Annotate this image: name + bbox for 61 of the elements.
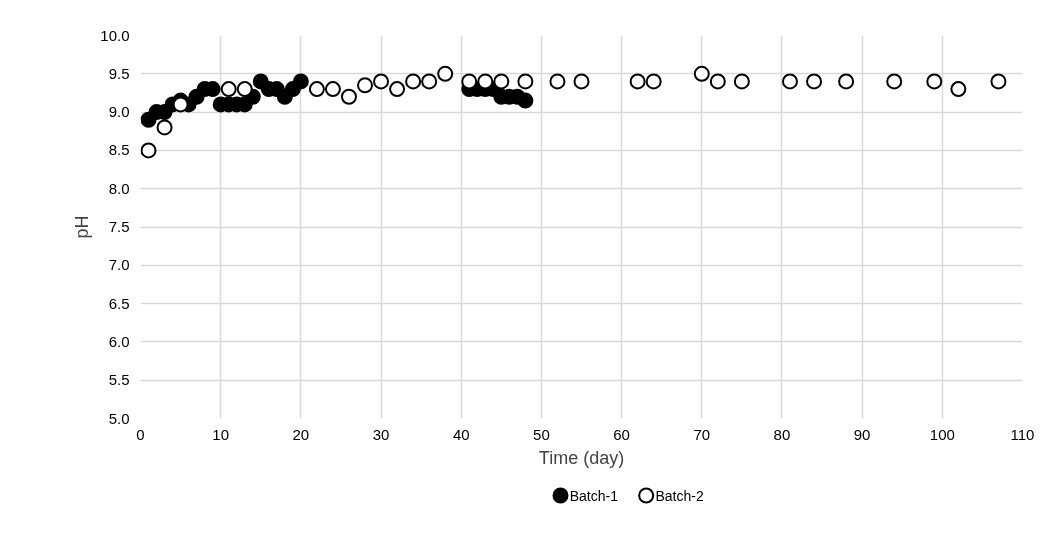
point [389, 81, 406, 98]
point [709, 73, 726, 90]
y-tick-label: 7.0 [108, 256, 130, 274]
x-tick-label: 30 [372, 425, 390, 443]
point [645, 73, 662, 90]
point [781, 73, 798, 90]
y-tick-label: 5.0 [108, 409, 130, 427]
point [733, 73, 750, 90]
point [405, 73, 422, 90]
point [220, 81, 237, 98]
y-tick-label: 6.5 [108, 294, 130, 312]
point [990, 73, 1007, 90]
point [156, 119, 173, 136]
point [236, 81, 253, 98]
x-tick-label: 40 [452, 425, 470, 443]
point [421, 73, 438, 90]
point [308, 81, 325, 98]
point [806, 73, 823, 90]
point [461, 73, 478, 90]
x-axis-title: Time (day) [538, 447, 625, 468]
point [292, 73, 309, 90]
point [493, 73, 510, 90]
x-tick-label: 80 [773, 425, 791, 443]
point [517, 73, 534, 90]
point [629, 73, 646, 90]
point [357, 77, 374, 94]
y-tick-label: 8.5 [108, 141, 130, 159]
y-tick-label: 10.0 [100, 26, 130, 44]
x-tick-label: 20 [292, 425, 310, 443]
point [838, 73, 855, 90]
y-tick-label: 7.5 [108, 218, 130, 235]
y-tick-label: 9.0 [108, 103, 130, 121]
legend-label: Batch-2 [655, 487, 704, 504]
y-tick-label: 9.5 [108, 64, 130, 82]
point [324, 81, 341, 98]
y-tick-label: 6.0 [108, 332, 130, 350]
y-tick-label: 8.0 [108, 179, 130, 197]
x-tick-label: 110 [1010, 425, 1035, 443]
y-axis-title: pH [72, 215, 93, 239]
legend-label: Batch-1 [569, 487, 619, 504]
point [926, 73, 943, 90]
point [517, 92, 534, 109]
x-tick-label: 10 [212, 425, 230, 443]
point [950, 81, 967, 98]
y-tick-label: 5.5 [108, 371, 130, 389]
x-tick-label: 100 [929, 425, 955, 443]
point [693, 65, 710, 82]
x-tick-label: 0 [136, 425, 145, 443]
point [373, 73, 390, 90]
point [437, 65, 454, 82]
point [172, 96, 189, 113]
x-tick-label: 50 [533, 425, 550, 443]
x-tick-label: 70 [693, 425, 711, 443]
point [477, 73, 494, 90]
x-tick-label: 60 [613, 425, 630, 443]
point [140, 142, 157, 159]
point [573, 73, 590, 90]
point [549, 73, 566, 90]
point [886, 73, 903, 90]
x-tick-label: 90 [853, 425, 871, 443]
point [340, 88, 357, 105]
